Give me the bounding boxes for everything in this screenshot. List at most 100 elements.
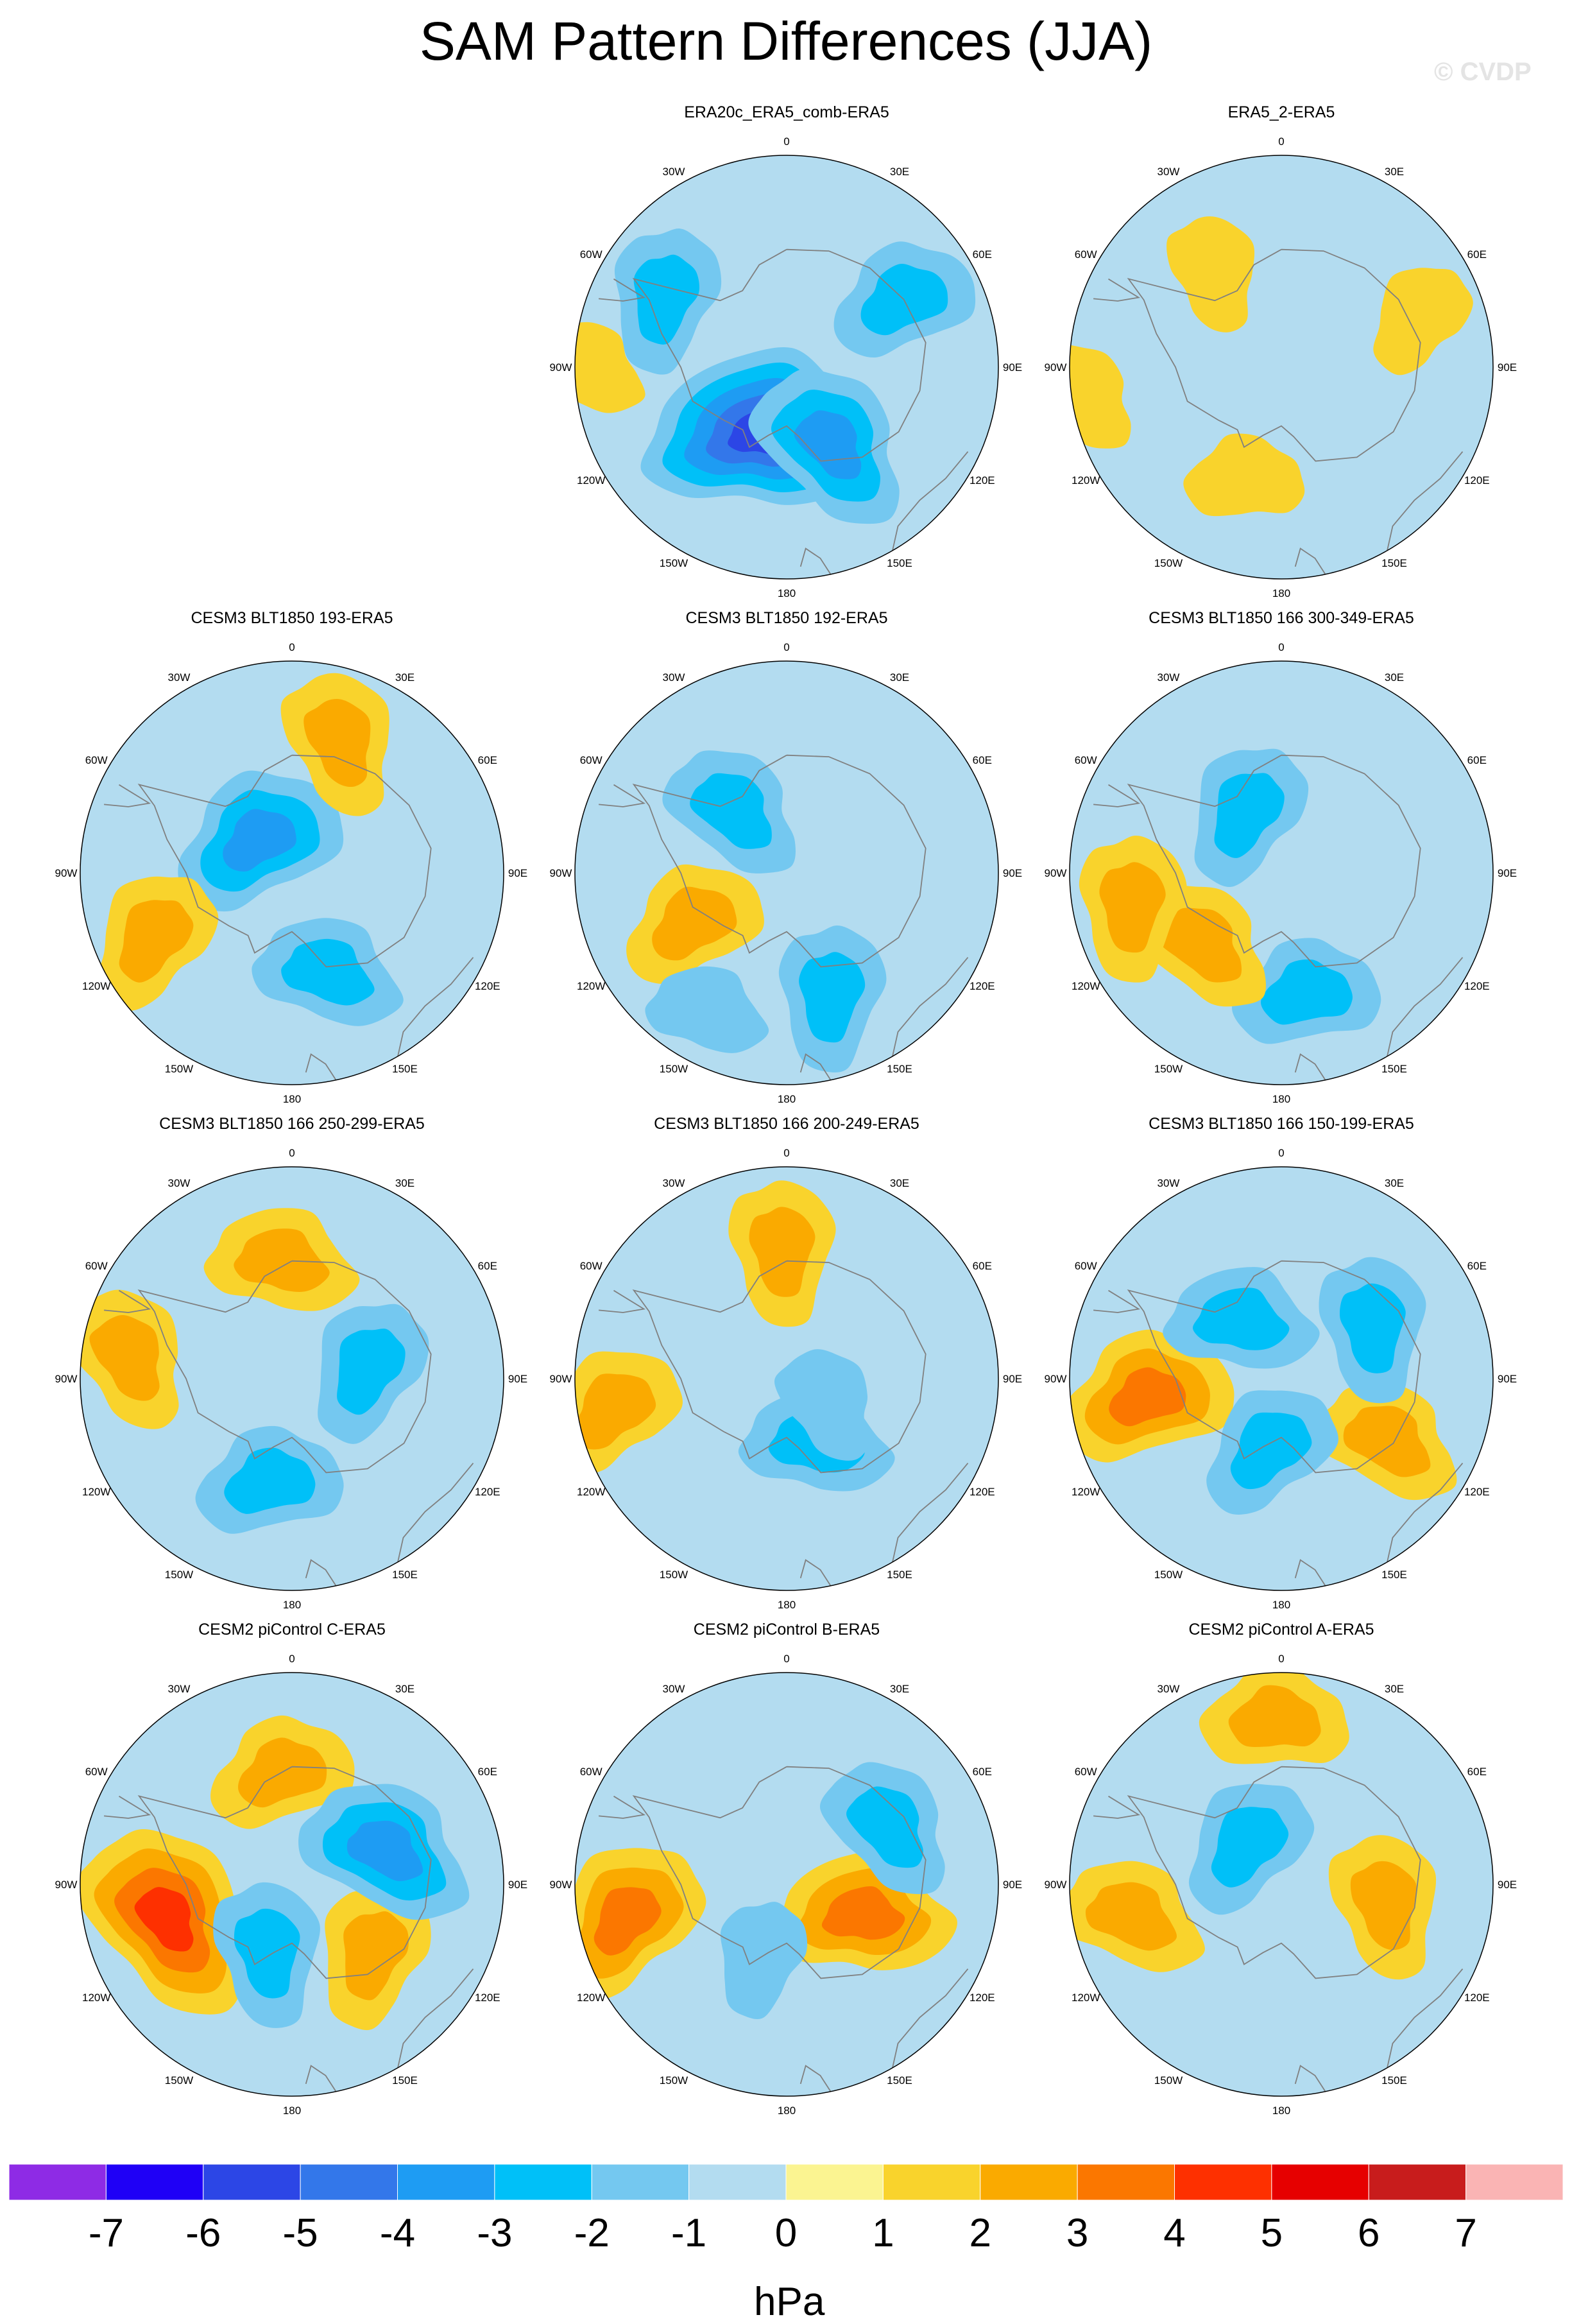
negative-anomaly-contour	[1211, 1807, 1289, 1888]
longitude-label: 60W	[1075, 248, 1097, 261]
south-america-coastline	[599, 1795, 646, 1819]
new-zealand-coastline	[305, 2065, 337, 2092]
positive-anomaly-contour	[134, 1887, 194, 1952]
positive-anomaly-contour	[821, 1886, 905, 1940]
longitude-label: 30E	[1385, 1683, 1404, 1695]
longitude-label: 150E	[887, 1063, 912, 1075]
longitude-label: 60E	[973, 1766, 992, 1778]
polar-map: 0 30E 60E 90E 120E 150E 180 150W 120W 90W 60W 30W	[55, 641, 528, 1105]
longitude-label: 30W	[168, 1683, 191, 1695]
australia-coastline	[1387, 451, 1464, 551]
longitude-label: 90W	[550, 361, 572, 374]
panel-title: CESM3 BLT1850 192-ERA5	[685, 609, 888, 627]
longitude-label: 30E	[395, 1177, 414, 1189]
australia-coastline	[1387, 1968, 1464, 2068]
longitude-label: 120W	[1072, 474, 1100, 486]
map-border	[80, 1672, 504, 2097]
longitude-label: 150W	[1154, 1063, 1183, 1075]
longitude-label: 90W	[1045, 1879, 1067, 1891]
longitude-label: 60E	[973, 754, 992, 766]
longitude-label: 180	[778, 1093, 796, 1105]
longitude-label: 30E	[1385, 166, 1404, 178]
negative-anomaly-contour	[234, 1908, 300, 1999]
figure-title: SAM Pattern Differences (JJA)	[419, 11, 1153, 71]
longitude-label: 120W	[1072, 1486, 1100, 1498]
colorbar-tick-label: 6	[1358, 2211, 1380, 2255]
negative-anomaly-contour	[1230, 1412, 1312, 1490]
longitude-label: 150W	[165, 1063, 193, 1075]
colorbar-swatch	[397, 2164, 495, 2201]
longitude-label: 30E	[890, 671, 909, 684]
longitude-label: 30E	[890, 1683, 909, 1695]
map-panel: CESM3 BLT1850 192-ERA5 0 30E 60E 90E 120E 150E…	[540, 608, 1034, 1115]
map-border	[80, 660, 504, 1085]
longitude-label: 30W	[168, 1177, 191, 1189]
map-panel: CESM3 BLT1850 193-ERA5 0 30E 60E 90E 120E 150E…	[45, 608, 539, 1115]
longitude-label: 180	[778, 587, 796, 599]
panel-title: ERA5_2-ERA5	[1227, 103, 1335, 121]
map-panel: CESM3 BLT1850 166 300-349-ERA5 0 30E 60E 90E…	[1034, 608, 1528, 1115]
longitude-label: 90E	[1003, 867, 1022, 879]
positive-anomaly-contour	[594, 1887, 662, 1956]
antarctica-coastline	[1127, 754, 1421, 968]
colorbar-swatch	[1174, 2164, 1272, 2201]
negative-anomaly-contour	[223, 809, 296, 872]
longitude-label: 150W	[1154, 2074, 1183, 2087]
polar-map: 0 30E 60E 90E 120E 150E 180 150W 120W 90W 60W 30W	[550, 135, 1023, 599]
positive-anomaly-contour	[575, 1373, 656, 1450]
new-zealand-coastline	[799, 1559, 832, 1587]
longitude-label: 90E	[508, 867, 527, 879]
longitude-label: 0	[783, 1147, 789, 1159]
longitude-label: 60W	[1075, 1766, 1097, 1778]
positive-anomaly-contour	[1343, 1406, 1431, 1477]
longitude-label: 150E	[392, 2074, 418, 2087]
longitude-label: 180	[1272, 587, 1290, 599]
longitude-label: 150W	[660, 557, 688, 569]
panel-title: CESM3 BLT1850 166 150-199-ERA5	[1149, 1115, 1414, 1133]
longitude-label: 60E	[1467, 1766, 1487, 1778]
positive-anomaly-contour	[234, 1228, 330, 1292]
colorbar-swatch	[203, 2164, 301, 2201]
negative-anomaly-contour	[1260, 959, 1353, 1025]
longitude-label: 90W	[550, 867, 572, 879]
positive-anomaly-contour	[343, 1911, 409, 2001]
colorbar-swatch	[1077, 2164, 1175, 2201]
colorbar-tick-label: 5	[1261, 2211, 1283, 2255]
positive-anomaly-contour	[89, 1314, 160, 1401]
map-background	[1070, 155, 1493, 579]
longitude-label: 90E	[508, 1879, 527, 1891]
longitude-label: 0	[289, 641, 295, 653]
longitude-label: 90E	[1498, 867, 1517, 879]
new-zealand-coastline	[305, 1053, 337, 1081]
antarctica-coastline	[632, 248, 927, 462]
map-border	[1069, 155, 1494, 580]
longitude-label: 60W	[580, 754, 602, 766]
longitude-label: 60E	[1467, 1260, 1487, 1272]
negative-anomaly-contour	[645, 966, 769, 1053]
longitude-label: 120E	[475, 1486, 500, 1498]
longitude-label: 60E	[478, 1766, 497, 1778]
colorbar-swatch	[1465, 2164, 1563, 2201]
colorbar-tick-label: -5	[283, 2211, 318, 2255]
longitude-label: 180	[283, 1093, 301, 1105]
longitude-label: 120W	[82, 980, 110, 992]
panel-title: CESM2 piControl A-ERA5	[1188, 1621, 1374, 1639]
antarctica-coastline	[1127, 1260, 1421, 1474]
colorbar-swatch	[591, 2164, 690, 2201]
colorbar-tick-label: -1	[671, 2211, 706, 2255]
positive-anomaly-contour	[749, 1207, 816, 1297]
longitude-label: 90W	[550, 1879, 572, 1891]
polar-map: 0 30E 60E 90E 120E 150E 180 150W 120W 90W 60W 30W	[55, 1147, 528, 1611]
antarctica-coastline	[632, 1766, 927, 1979]
colorbar-units: hPa	[754, 2280, 825, 2324]
longitude-label: 150W	[165, 1569, 193, 1581]
longitude-label: 60E	[1467, 248, 1487, 261]
longitude-label: 120E	[970, 1486, 995, 1498]
map-panel: CESM2 piControl C-ERA5 0 30E 60E 90E 120E 150E…	[45, 1620, 539, 2127]
colorbar-tick-label: 4	[1163, 2211, 1185, 2255]
colorbar-tick-label: -6	[185, 2211, 221, 2255]
map-panel: CESM3 BLT1850 166 200-249-ERA5 0 30E 60E 90E…	[540, 1114, 1034, 1621]
positive-anomaly-contour	[1070, 345, 1131, 449]
longitude-label: 90W	[55, 1373, 78, 1385]
new-zealand-coastline	[305, 1559, 337, 1587]
